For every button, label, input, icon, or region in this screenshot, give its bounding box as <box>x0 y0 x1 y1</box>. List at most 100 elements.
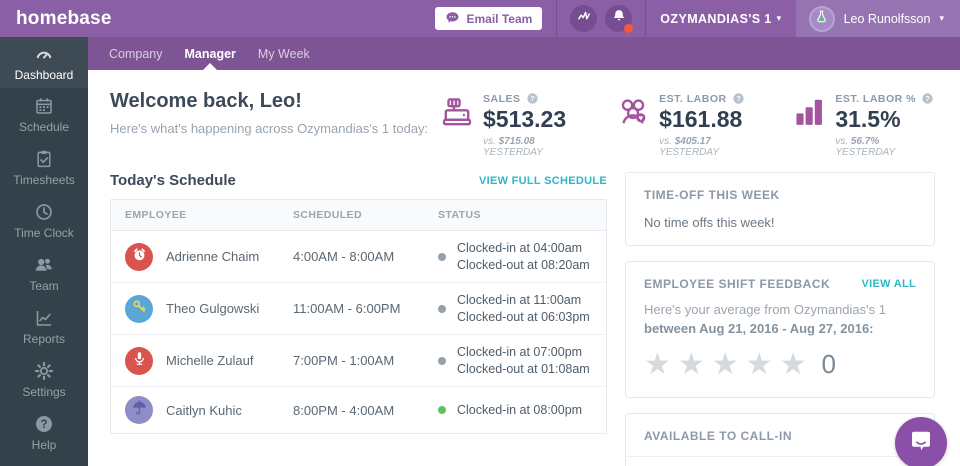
feedback-text-bold: between Aug 21, 2016 - Aug 27, 2016: <box>644 320 874 336</box>
table-row[interactable]: Theo Gulgowski 11:00AM - 6:00PM Clocked-in… <box>111 283 606 335</box>
user-menu[interactable]: Leo Runolfsson ▾ <box>795 0 960 37</box>
key-icon <box>131 298 148 320</box>
status-cell: Clocked-in at 04:00am Clocked-out at 08:2… <box>438 240 592 273</box>
welcome-stats-row: Welcome back, Leo! Here's what's happeni… <box>88 70 960 164</box>
stat-label: EST. LABOR <box>659 92 727 105</box>
alarm-clock-avatar <box>125 242 153 271</box>
alarm-clock-icon <box>131 246 148 268</box>
tab-my-week[interactable]: My Week <box>257 46 310 61</box>
sidebar-item-label: Settings <box>22 384 66 399</box>
employee-cell: Adrienne Chaim <box>125 242 293 271</box>
cash-register-icon <box>440 92 474 158</box>
kpi-stats: SALES? $513.23 vs. $715.08 YESTERDAY ♥ EST. … <box>440 90 935 158</box>
chat-smile-icon <box>908 428 934 459</box>
stat-comparison: vs. 56.7% YESTERDAY <box>835 136 896 158</box>
tab-company[interactable]: Company <box>109 46 163 61</box>
stat-label: SALES <box>483 92 521 105</box>
header-divider <box>645 0 647 37</box>
view-full-schedule-link[interactable]: VIEW FULL SCHEDULE <box>478 174 607 187</box>
table-row[interactable]: Michelle Zulauf 7:00PM - 1:00AM Clocked-in… <box>111 335 606 387</box>
sidebar-item-reports[interactable]: Reports <box>0 300 88 353</box>
clipboard-icon <box>34 149 54 169</box>
call-in-card: AVAILABLE TO CALL-IN Leo Runolfsson EMPL… <box>625 412 935 466</box>
stat-value: 31.5% <box>835 106 901 132</box>
email-team-label: Email Team <box>466 11 533 26</box>
rating-row: ★★★★★ 0 <box>644 347 916 382</box>
feedback-text-normal: Here's your average from Ozymandias's 1 <box>644 302 886 317</box>
status-cell: Clocked-in at 08:00pm <box>438 402 592 419</box>
employee-cell: Michelle Zulauf <box>125 346 293 375</box>
chat-bubble-icon <box>445 10 460 28</box>
sidebar-item-settings[interactable]: Settings <box>0 353 88 406</box>
help-icon[interactable]: ? <box>526 92 539 105</box>
status-dot-gray <box>438 304 446 313</box>
sidebar-item-time-clock[interactable]: Time Clock <box>0 194 88 247</box>
sidebar-item-label: Dashboard <box>14 67 74 82</box>
stat-value: $513.23 <box>483 106 567 132</box>
scheduled-time: 8:00PM - 4:00AM <box>293 402 395 418</box>
stat-text: SALES? $513.23 vs. $715.08 YESTERDAY <box>483 92 590 159</box>
stat-est-labor: ♥ EST. LABOR? $161.88 vs. $405.17 YESTERDAY <box>616 92 766 158</box>
team-icon <box>34 255 54 275</box>
stat-est-labor-: EST. LABOR %? 31.5% vs. 56.7% YESTERDAY <box>792 92 935 158</box>
schedule-table: EMPLOYEE SCHEDULED STATUS Adrienne Chaim 4:… <box>110 199 607 434</box>
employee-cell: Caitlyn Kuhic <box>125 396 293 424</box>
status-dot-green <box>438 406 446 414</box>
scheduled-time: 7:00PM - 1:00AM <box>293 353 395 368</box>
view-all-link[interactable]: VIEW ALL <box>861 278 916 290</box>
help-icon[interactable]: ? <box>732 92 745 105</box>
main-content: Welcome back, Leo! Here's what's happeni… <box>88 70 960 466</box>
status-dot-gray <box>438 356 446 365</box>
status-line: Clocked-in at 04:00am <box>457 241 583 255</box>
chat-widget-button[interactable] <box>895 417 947 466</box>
gauge-icon <box>34 44 54 64</box>
trend-line-icon <box>576 8 592 29</box>
calendar-icon <box>34 96 54 116</box>
location-dropdown[interactable]: OZYMANDIAS'S 1 ▾ <box>646 12 795 26</box>
notifications-button[interactable] <box>605 5 634 33</box>
sidebar-item-label: Schedule <box>18 119 70 134</box>
bell-icon <box>611 8 627 29</box>
sidebar-item-dashboard[interactable]: Dashboard <box>0 37 88 88</box>
column-header-status: STATUS <box>438 209 481 221</box>
sidebar-item-schedule[interactable]: Schedule <box>0 88 88 141</box>
welcome-block: Welcome back, Leo! Here's what's happeni… <box>110 90 440 158</box>
svg-text:?: ? <box>530 95 534 103</box>
scheduled-time: 11:00AM - 6:00PM <box>293 301 401 316</box>
table-row[interactable]: Caitlyn Kuhic 8:00PM - 4:00AM Clocked-in a… <box>111 387 606 433</box>
time-off-body: No time offs this week! <box>644 215 775 230</box>
schedule-title: Today's Schedule <box>110 172 236 189</box>
sidebar-item-timesheets[interactable]: Timesheets <box>0 141 88 194</box>
employee-name: Theo Gulgowski <box>166 301 260 316</box>
activity-trend-button[interactable] <box>570 5 598 32</box>
header-icon-group <box>557 5 645 33</box>
table-row[interactable]: Adrienne Chaim 4:00AM - 8:00AM Clocked-in … <box>111 231 606 283</box>
tab-manager[interactable]: Manager <box>174 37 247 70</box>
help-icon[interactable]: ? <box>921 92 934 105</box>
sidebar-item-help[interactable]: ? Help <box>0 406 88 459</box>
header-actions: Email Team OZYMANDIAS'S 1 ▾ <box>435 0 960 37</box>
sidebar-nav: Dashboard Schedule Timesheets Time Clock Tea… <box>0 37 88 466</box>
status-line: Clocked-out at 08:20am <box>457 257 590 272</box>
status-line: Clocked-in at 11:00am <box>457 293 582 307</box>
page-title: Welcome back, Leo! <box>110 90 302 112</box>
employee-name: Michelle Zulauf <box>166 353 254 368</box>
scheduled-time: 4:00AM - 8:00AM <box>293 249 395 264</box>
employee-name: Caitlyn Kuhic <box>166 402 242 418</box>
right-cards-column: TIME-OFF THIS WEEK No time offs this wee… <box>625 172 935 466</box>
sidebar-item-team[interactable]: Team <box>0 247 88 300</box>
homebase-logo: homebase <box>16 7 112 29</box>
time-off-title: TIME-OFF THIS WEEK <box>644 188 780 202</box>
header-divider <box>556 0 558 37</box>
status-line: Clocked-out at 01:08am <box>457 361 590 376</box>
umbrella-icon <box>131 399 148 421</box>
column-header-employee: EMPLOYEE <box>125 209 187 221</box>
stat-text: EST. LABOR? $161.88 vs. $405.17 YESTERDAY <box>659 92 766 158</box>
status-text: Clocked-in at 11:00am Clocked-out at 06:0… <box>457 292 590 325</box>
status-cell: Clocked-in at 07:00pm Clocked-out at 01:0… <box>438 344 592 377</box>
sidebar-item-label: Timesheets <box>13 172 75 187</box>
chevron-down-icon: ▾ <box>776 13 782 23</box>
column-header-scheduled: SCHEDULED <box>293 209 362 221</box>
call-in-person-row[interactable]: Leo Runolfsson EMPLOYEE <box>644 457 916 466</box>
email-team-button[interactable]: Email Team <box>435 7 543 30</box>
